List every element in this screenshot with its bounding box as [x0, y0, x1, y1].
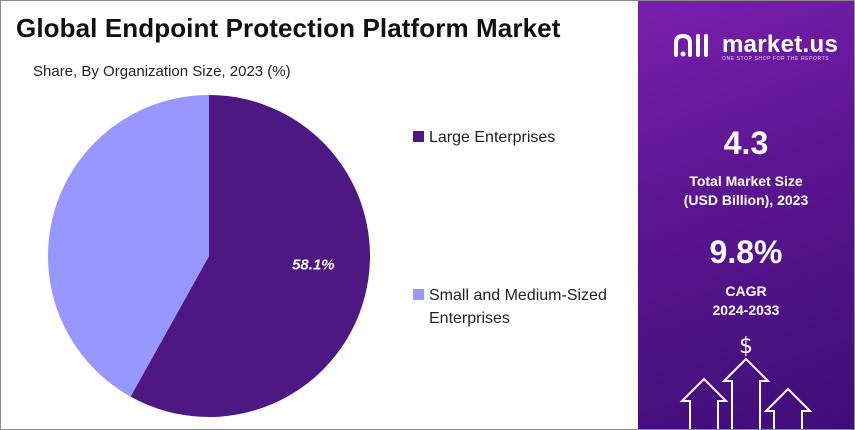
pie-data-label: 58.1%: [292, 257, 335, 274]
chart-title: Global Endpoint Protection Platform Mark…: [16, 13, 561, 43]
market-size-label-line2: (USD Billion), 2023: [683, 192, 809, 208]
brand-tagline: ONE STOP SHOP FOR THE REPORTS: [722, 56, 830, 62]
legend-swatch: [413, 289, 424, 300]
pie-slice-large-enterprises: [130, 95, 370, 417]
chart-subtitle: Share, By Organization Size, 2023 (%): [33, 63, 291, 80]
brand-logo: market.us: [672, 31, 838, 59]
stats-panel: market.us ONE STOP SHOP FOR THE REPORTS …: [638, 1, 854, 429]
dollar-sign: $: [739, 334, 753, 359]
cagr-label-line2: 2024-2033: [712, 302, 780, 318]
legend-label: Small and Medium-Sized Enterprises: [429, 287, 607, 327]
pie-slice-small-and-medium-sized-enterprises: [47, 94, 209, 397]
legend-item-smes: Small and Medium-Sized Enterprises: [413, 284, 613, 330]
market-size-label-line1: Total Market Size: [689, 173, 803, 189]
legend-item-large-enterprises: Large Enterprises: [413, 126, 555, 149]
rising-arrows-icon: $: [679, 334, 813, 429]
chart-area: Global Endpoint Protection Platform Mark…: [1, 1, 637, 429]
brand-name: market.us: [722, 31, 839, 58]
legend-label: Large Enterprises: [429, 129, 556, 146]
legend-swatch: [413, 131, 424, 142]
cagr-value: 9.8%: [709, 234, 783, 270]
market-size-value: 4.3: [723, 125, 769, 161]
cagr-label-line1: CAGR: [725, 283, 767, 299]
market-us-logo-icon: [674, 33, 708, 57]
pie-chart: 58.1%: [47, 94, 370, 417]
